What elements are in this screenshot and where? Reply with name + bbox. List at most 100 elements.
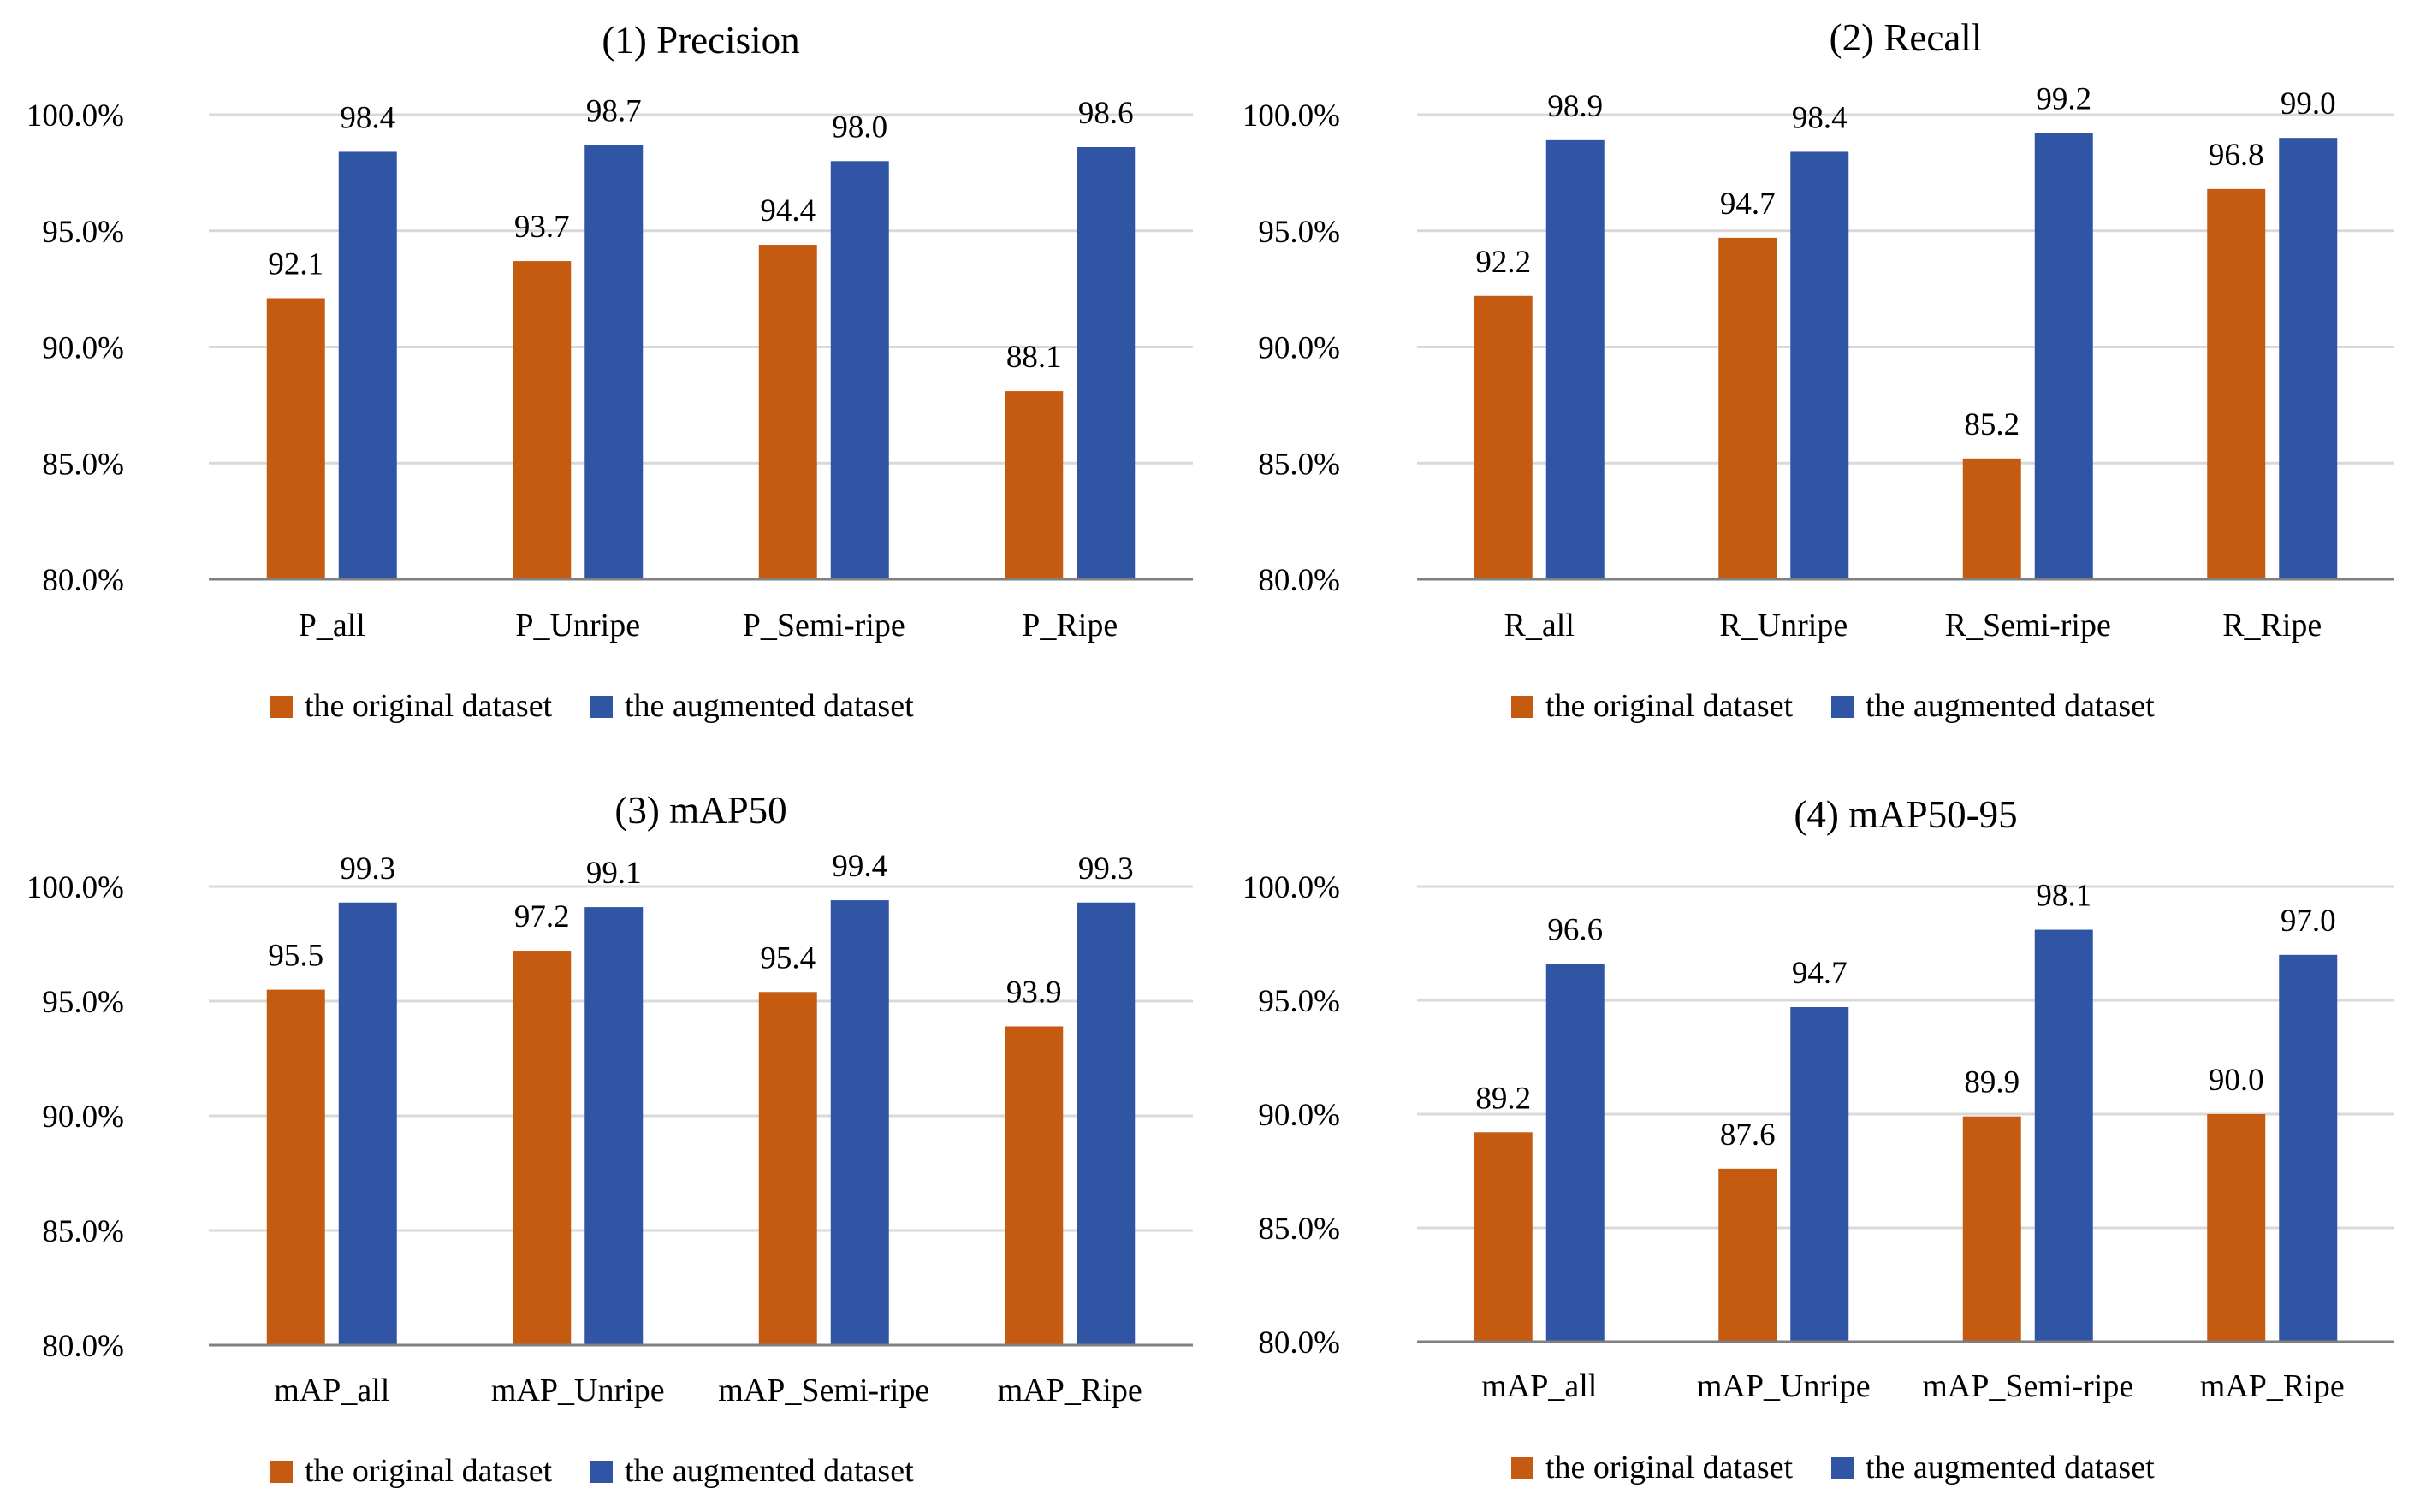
legend-swatch-augmented xyxy=(590,1461,613,1483)
legend-label-original: the original dataset xyxy=(305,688,553,724)
bar-augmented xyxy=(1545,139,1605,580)
bar-original xyxy=(1718,1168,1777,1342)
y-tick-label: 85.0% xyxy=(1258,447,1340,482)
legend: the original dataset the augmented datase… xyxy=(1511,688,2155,724)
data-label: 99.1 xyxy=(586,856,642,891)
data-label: 97.2 xyxy=(514,899,570,934)
y-tick-label: 90.0% xyxy=(1258,1098,1340,1133)
data-label: 94.7 xyxy=(1792,956,1848,991)
chart-title: (1) Precision xyxy=(602,19,799,62)
chart-panel-4: (4) mAP50-95 80.0% 85.0% 90.0% 95.0% 100.0% 89… xyxy=(1243,793,2394,1485)
x-tick-label: mAP_all xyxy=(1481,1368,1597,1404)
data-label: 98.1 xyxy=(2036,879,2091,914)
data-label: 99.0 xyxy=(2281,86,2336,122)
chart-panel-1: (1) Precision 80.0% 85.0% 90.0% 95.0% 100.0% 9… xyxy=(27,19,1193,724)
data-label: 99.2 xyxy=(2036,82,2091,117)
data-label: 98.4 xyxy=(340,100,395,135)
bar-augmented xyxy=(1545,964,1605,1342)
legend-swatch-augmented xyxy=(1831,1457,1854,1479)
legend-label-augmented: the augmented dataset xyxy=(625,1453,914,1489)
bar-original xyxy=(1474,1132,1533,1342)
y-tick-label: 100.0% xyxy=(1243,98,1340,133)
data-label: 95.4 xyxy=(760,940,816,975)
x-tick-label: R_Unripe xyxy=(1719,608,1848,643)
x-tick-label: mAP_Unripe xyxy=(491,1373,665,1408)
x-tick-label: mAP_Ripe xyxy=(998,1373,1142,1408)
y-tick-label: 85.0% xyxy=(42,447,124,482)
bar-augmented xyxy=(338,151,397,579)
x-tick-label: P_Unripe xyxy=(515,608,640,643)
bar-original xyxy=(1474,295,1533,579)
y-tick-label: 80.0% xyxy=(1258,563,1340,598)
data-label: 97.0 xyxy=(2281,904,2336,939)
y-tick-label: 80.0% xyxy=(42,563,124,598)
chart-title: (4) mAP50-95 xyxy=(1794,793,2017,836)
bar-original xyxy=(513,951,572,1345)
y-tick-label: 95.0% xyxy=(1258,215,1340,250)
bar-original xyxy=(2207,1114,2266,1342)
bar-original xyxy=(266,298,325,579)
bar-augmented xyxy=(2034,929,2093,1342)
legend-label-augmented: the augmented dataset xyxy=(1866,1450,2155,1485)
bar-original xyxy=(1962,1116,2021,1342)
legend-swatch-original xyxy=(1511,696,1533,718)
legend-label-augmented: the augmented dataset xyxy=(1866,688,2155,724)
data-label: 98.9 xyxy=(1547,89,1603,124)
data-label: 89.9 xyxy=(1964,1065,2020,1100)
y-tick-label: 80.0% xyxy=(42,1329,124,1364)
legend-swatch-augmented xyxy=(1831,696,1854,718)
data-label: 93.7 xyxy=(514,210,570,245)
bar-augmented xyxy=(1790,151,1849,579)
data-label: 92.2 xyxy=(1475,245,1531,280)
data-label: 99.4 xyxy=(832,849,887,884)
x-tick-label: P_Semi-ripe xyxy=(743,608,905,643)
data-label: 85.2 xyxy=(1964,407,2020,442)
legend: the original dataset the augmented datase… xyxy=(270,688,914,724)
chart-title: (3) mAP50 xyxy=(614,789,786,832)
x-tick-label: R_Semi-ripe xyxy=(1945,608,2111,643)
data-label: 87.6 xyxy=(1720,1118,1776,1153)
data-label: 96.8 xyxy=(2209,138,2264,173)
bar-augmented xyxy=(1077,902,1136,1345)
bar-augmented xyxy=(584,907,644,1345)
legend: the original dataset the augmented datase… xyxy=(270,1453,914,1489)
chart-title: (2) Recall xyxy=(1830,16,1983,59)
data-label: 99.3 xyxy=(340,851,395,886)
legend: the original dataset the augmented datase… xyxy=(1511,1450,2155,1485)
legend-swatch-original xyxy=(270,696,293,718)
bar-original xyxy=(1962,458,2021,579)
data-label: 98.7 xyxy=(586,93,642,128)
data-label: 92.1 xyxy=(268,246,323,282)
data-label: 98.0 xyxy=(832,110,887,145)
bar-augmented xyxy=(338,902,397,1345)
x-tick-label: mAP_Unripe xyxy=(1697,1368,1871,1404)
y-tick-label: 80.0% xyxy=(1258,1325,1340,1361)
bar-augmented xyxy=(830,900,889,1345)
data-label: 93.9 xyxy=(1006,975,1062,1010)
y-tick-label: 85.0% xyxy=(1258,1212,1340,1247)
data-label: 98.4 xyxy=(1792,100,1848,135)
bar-original xyxy=(758,245,817,579)
bar-original xyxy=(2207,188,2266,579)
legend-label-original: the original dataset xyxy=(305,1453,553,1489)
legend-label-augmented: the augmented dataset xyxy=(625,688,914,724)
y-tick-label: 100.0% xyxy=(1243,870,1340,905)
legend-swatch-original xyxy=(270,1461,293,1483)
y-tick-label: 95.0% xyxy=(42,215,124,250)
chart-panel-2: (2) Recall 80.0% 85.0% 90.0% 95.0% 100.0% 92.2… xyxy=(1243,16,2394,724)
bar-augmented xyxy=(2279,954,2338,1342)
bar-original xyxy=(1718,237,1777,579)
x-tick-label: mAP_Semi-ripe xyxy=(718,1373,929,1408)
data-label: 95.5 xyxy=(268,939,323,974)
data-label: 96.6 xyxy=(1547,912,1603,947)
legend-swatch-original xyxy=(1511,1457,1533,1479)
bar-original xyxy=(1005,391,1064,579)
x-tick-label: mAP_Ripe xyxy=(2200,1368,2345,1404)
data-label: 98.6 xyxy=(1078,96,1134,131)
x-tick-label: mAP_all xyxy=(274,1373,389,1408)
y-tick-label: 90.0% xyxy=(42,331,124,366)
y-tick-label: 85.0% xyxy=(42,1214,124,1249)
x-tick-label: R_Ripe xyxy=(2222,608,2322,643)
